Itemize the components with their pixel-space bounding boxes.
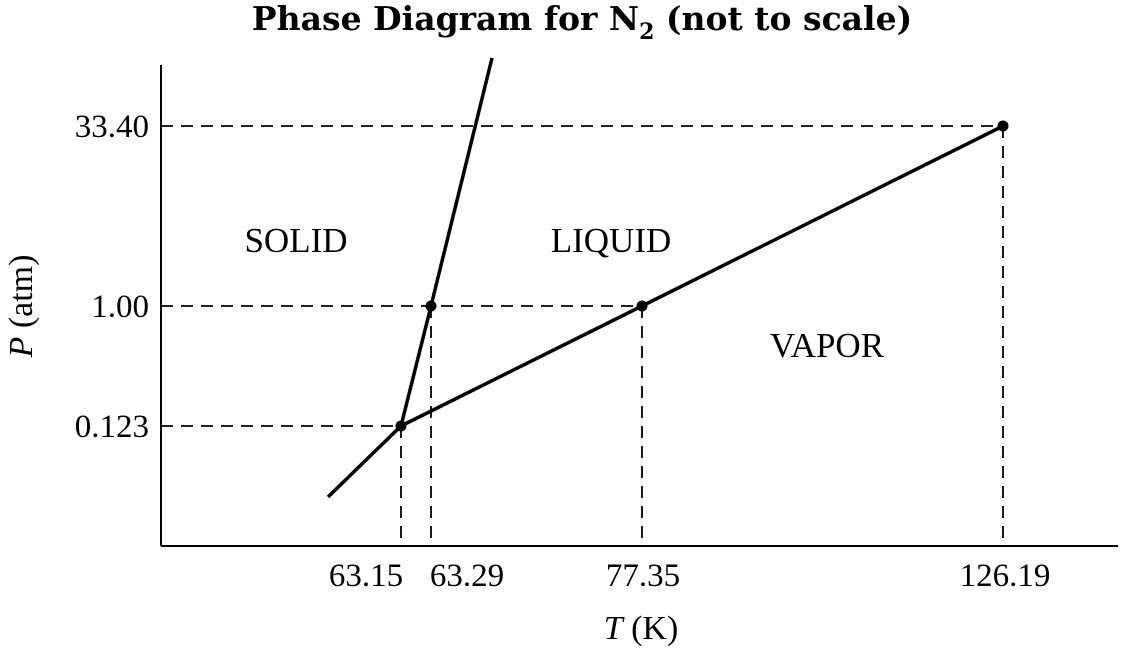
y-tick-label: 0.123 bbox=[75, 409, 149, 445]
liquid-region-label: LIQUID bbox=[551, 221, 672, 260]
x-axis-unit: (K) bbox=[623, 610, 679, 647]
x-axis-title: T (K) bbox=[604, 610, 679, 647]
y-axis-title: P (atm) bbox=[3, 255, 40, 359]
x-tick-label: 126.19 bbox=[960, 558, 1051, 594]
x-axis-variable: T bbox=[604, 610, 625, 647]
x-tick-label: 63.29 bbox=[430, 558, 504, 594]
title-prefix: Phase Diagram for N bbox=[252, 0, 639, 38]
y-tick-label: 1.00 bbox=[91, 289, 149, 325]
solid-region-label: SOLID bbox=[244, 221, 347, 260]
y-tick-label: 33.40 bbox=[75, 109, 149, 145]
critical-point-marker bbox=[997, 120, 1009, 132]
vapor-region-label: VAPOR bbox=[770, 326, 885, 365]
y-axis-unit: (atm) bbox=[3, 255, 40, 337]
x-tick-label: 63.15 bbox=[329, 558, 403, 594]
x-tick-label: 77.35 bbox=[606, 558, 680, 594]
y-axis-variable: P bbox=[3, 337, 40, 359]
diagram-title: Phase Diagram for N2 (not to scale) bbox=[252, 0, 912, 45]
title-subscript: 2 bbox=[639, 19, 654, 45]
solid-liquid-boundary bbox=[399, 57, 494, 427]
title-suffix: (not to scale) bbox=[654, 0, 912, 38]
melting-point-marker bbox=[425, 300, 437, 312]
triple-point-marker bbox=[395, 420, 407, 432]
boiling-point-marker bbox=[636, 300, 648, 312]
vapor-boundary-curve bbox=[326, 124, 1004, 499]
